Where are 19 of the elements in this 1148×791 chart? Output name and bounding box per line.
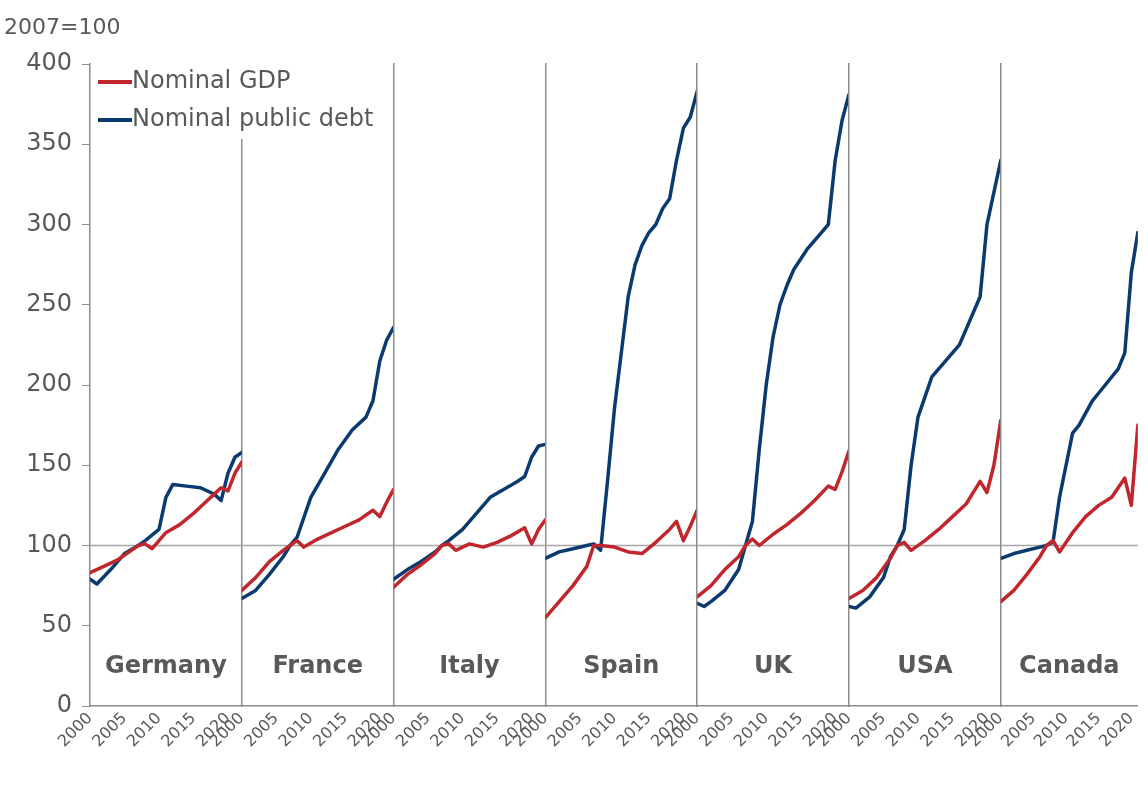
legend-label: Nominal public debt: [132, 104, 374, 133]
y-tick-label: 0: [56, 690, 72, 719]
text: Italy: [439, 651, 501, 680]
text: Germany: [105, 651, 228, 680]
legend-label: Nominal GDP: [132, 66, 291, 95]
y-tick-label: 200: [26, 369, 72, 398]
y-tick-label: 300: [26, 208, 72, 237]
y-tick-label: 350: [26, 128, 72, 157]
y-axis-title: 2007=100: [4, 13, 121, 39]
y-tick-label: 250: [26, 288, 72, 317]
y-tick-label: 150: [26, 449, 72, 478]
y-tick-label: 400: [26, 48, 72, 77]
text: UK: [754, 651, 794, 680]
y-tick-label: 100: [26, 529, 72, 558]
text: USA: [897, 651, 953, 680]
text: Canada: [1019, 651, 1120, 680]
y-tick-label: 50: [41, 609, 72, 638]
text: France: [272, 651, 363, 680]
text: Spain: [583, 651, 660, 680]
